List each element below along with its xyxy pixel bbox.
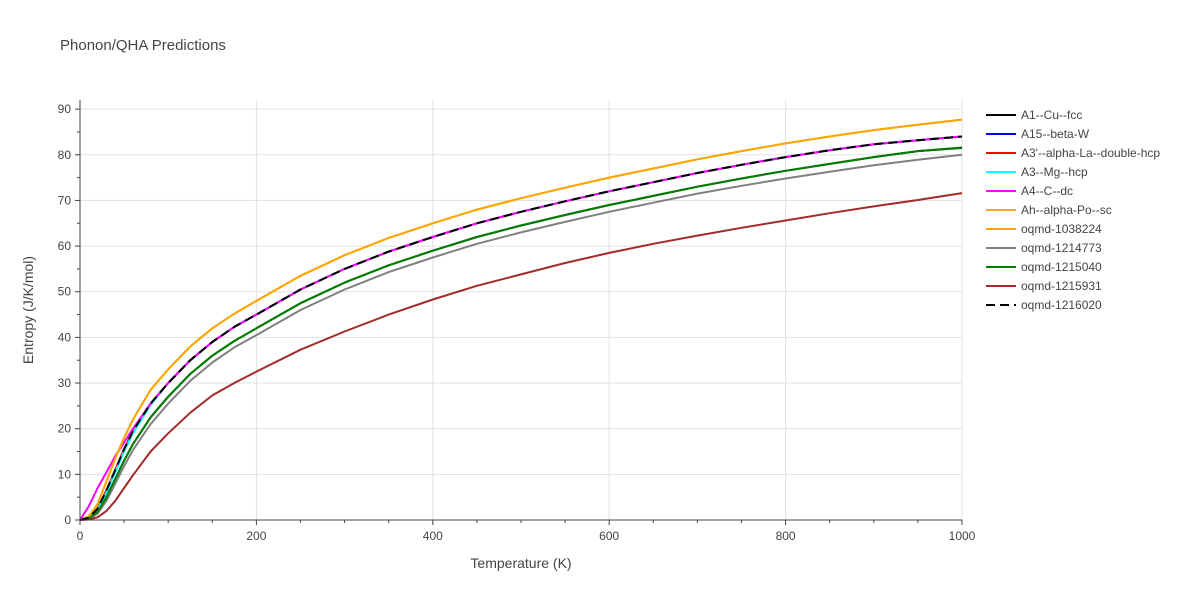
legend-item[interactable]: oqmd-1038224 [986,222,1102,236]
series-line-oqmd-1214773[interactable] [79,153,963,521]
legend-item[interactable]: oqmd-1214773 [986,241,1102,255]
legend-label: oqmd-1215931 [1021,279,1102,293]
x-axis-title: Temperature (K) [470,555,571,571]
series-line-oqmd-1216020[interactable] [79,135,963,521]
y-tick-label: 0 [64,513,71,527]
legend-item[interactable]: A15--beta-W [986,127,1090,141]
y-tick-label: 70 [58,193,72,207]
legend-label: oqmd-1038224 [1021,222,1102,236]
y-axis-title: Entropy (J/K/mol) [20,256,36,364]
y-tick-label: 10 [58,467,72,481]
x-tick-label: 1000 [949,529,976,543]
x-tick-label: 600 [599,529,619,543]
legend-label: Ah--alpha-Po--sc [1021,203,1112,217]
legend-label: A15--beta-W [1021,127,1090,141]
series-line-oqmd-1038224[interactable] [79,118,963,521]
legend-label: A1--Cu--fcc [1021,108,1082,122]
axes: 0 200 400 600 800 1000 0 10 20 30 40 50 60 70 80 90 [58,100,976,543]
series-line-A1--Cu--fcc[interactable] [79,146,963,521]
legend-item[interactable]: oqmd-1216020 [986,298,1102,312]
x-tick-label: 800 [776,529,796,543]
legend-item[interactable]: A3'--alpha-La--double-hcp [986,146,1160,160]
legend-label: A4--C--dc [1021,184,1073,198]
legend-item[interactable]: Ah--alpha-Po--sc [986,203,1112,217]
series-line-oqmd-1215040[interactable] [79,146,963,521]
y-tick-label: 80 [58,148,72,162]
x-tick-label: 0 [77,529,84,543]
legend-item[interactable]: oqmd-1215040 [986,260,1102,274]
y-tick-label: 40 [58,330,72,344]
plot-area[interactable] [79,118,963,521]
legend-label: A3--Mg--hcp [1021,165,1088,179]
legend-label: A3'--alpha-La--double-hcp [1021,146,1160,160]
y-tick-label: 30 [58,376,72,390]
legend-label: oqmd-1214773 [1021,241,1102,255]
chart-title: Phonon/QHA Predictions [60,37,226,54]
y-tick-label: 60 [58,239,72,253]
series-line-oqmd-1215931[interactable] [79,192,963,521]
legend-label: oqmd-1215040 [1021,260,1102,274]
y-tick-label: 90 [58,102,72,116]
legend-item[interactable]: oqmd-1215931 [986,279,1102,293]
x-tick-label: 200 [246,529,266,543]
grid-lines [80,100,963,520]
legend[interactable]: A1--Cu--fcc A15--beta-W A3'--alpha-La--dou… [986,108,1160,312]
y-tick-label: 20 [58,422,72,436]
legend-item[interactable]: A3--Mg--hcp [986,165,1088,179]
legend-item[interactable]: A4--C--dc [986,184,1073,198]
series-line-Ah--alpha-Po--sc[interactable] [79,118,963,521]
legend-label: oqmd-1216020 [1021,298,1102,312]
legend-item[interactable]: A1--Cu--fcc [986,108,1082,122]
y-tick-label: 50 [58,285,72,299]
x-tick-label: 400 [423,529,443,543]
